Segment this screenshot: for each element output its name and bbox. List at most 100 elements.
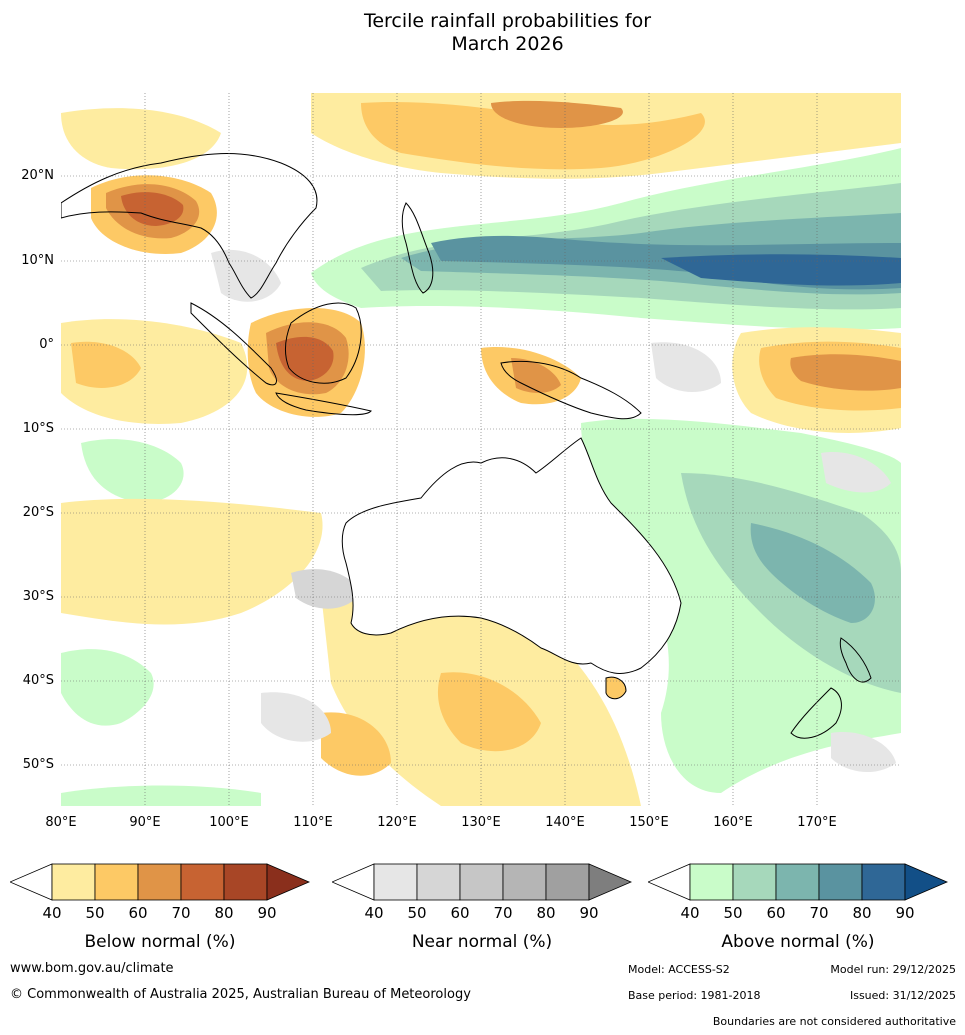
sumatra-outline bbox=[190, 302, 277, 386]
borneo-outline bbox=[284, 302, 362, 384]
chart-title: Tercile rainfall probabilities for March… bbox=[0, 10, 965, 56]
map-panel[interactable] bbox=[61, 93, 901, 806]
colorbar-swatch bbox=[861, 863, 906, 901]
java-outline bbox=[275, 392, 372, 416]
colorbar-swatch bbox=[51, 863, 96, 901]
below-southern-2 bbox=[437, 672, 541, 752]
title-line-2: March 2026 bbox=[451, 33, 564, 55]
below-indian-2 bbox=[71, 341, 141, 388]
colorbar-swatch bbox=[689, 863, 734, 901]
colorbar-above bbox=[648, 862, 948, 902]
colorbar-tick-label: 70 bbox=[171, 904, 191, 922]
lon-label: 140°E bbox=[545, 815, 585, 830]
colorbar-extend-high bbox=[588, 863, 632, 901]
rainfall-map bbox=[61, 93, 901, 806]
colorbar-swatch bbox=[545, 863, 590, 901]
lat-label: 0° bbox=[39, 337, 54, 352]
near-3 bbox=[821, 452, 891, 493]
colorbar-swatch bbox=[775, 863, 820, 901]
lat-label: 40°S bbox=[22, 673, 54, 688]
lon-label: 170°E bbox=[797, 815, 837, 830]
new-guinea-outline bbox=[500, 360, 642, 420]
footer-base-period: Base period: 1981-2018 bbox=[628, 989, 761, 1002]
lat-label: 10°N bbox=[21, 253, 54, 268]
colorbar-swatch bbox=[459, 863, 504, 901]
colorbar-tick-label: 80 bbox=[214, 904, 234, 922]
colorbar-tick-label: 70 bbox=[809, 904, 829, 922]
above-band-5 bbox=[661, 254, 901, 286]
graticule bbox=[61, 93, 901, 806]
colorbar-above-svg bbox=[648, 863, 948, 901]
lon-label: 150°E bbox=[629, 815, 669, 830]
lon-label: 80°E bbox=[45, 815, 77, 830]
colorbar-swatch bbox=[137, 863, 182, 901]
below-north-3 bbox=[491, 100, 623, 128]
colorbar-tick-label: 50 bbox=[407, 904, 427, 922]
lon-label: 160°E bbox=[713, 815, 753, 830]
colorbar-extend-high bbox=[266, 863, 310, 901]
above-south-1 bbox=[61, 785, 261, 806]
below-north-2 bbox=[361, 102, 705, 170]
colorbar-tick-label: 40 bbox=[364, 904, 384, 922]
lat-label: 30°S bbox=[22, 589, 54, 604]
colorbar-below-svg bbox=[10, 863, 310, 901]
below-indian-3 bbox=[61, 498, 323, 625]
above-indian-2 bbox=[81, 439, 184, 503]
footer-boundaries: Boundaries are not considered authoritat… bbox=[712, 1015, 956, 1028]
colorbar-below bbox=[10, 862, 310, 902]
nz-south-island bbox=[790, 687, 842, 739]
nz-north-island bbox=[839, 637, 872, 683]
colorbar-swatch bbox=[94, 863, 139, 901]
below-cpac-3 bbox=[790, 354, 901, 391]
colorbar-tick-label: 80 bbox=[536, 904, 556, 922]
colorbar-swatch bbox=[223, 863, 268, 901]
colorbar-above-label: Above normal (%) bbox=[721, 932, 875, 952]
colorbar-tick-label: 50 bbox=[85, 904, 105, 922]
colorbar-tick-label: 80 bbox=[852, 904, 872, 922]
lat-label: 50°S bbox=[22, 757, 54, 772]
lat-label: 10°S bbox=[22, 421, 54, 436]
lon-label: 120°E bbox=[377, 815, 417, 830]
lon-label: 130°E bbox=[461, 815, 501, 830]
colorbar-tick-label: 70 bbox=[493, 904, 513, 922]
colorbar-extend-low bbox=[332, 863, 375, 901]
footer-url[interactable]: www.bom.gov.au/climate bbox=[10, 961, 174, 976]
colorbar-swatch bbox=[180, 863, 225, 901]
colorbar-tick-label: 90 bbox=[579, 904, 599, 922]
colorbar-tick-label: 50 bbox=[723, 904, 743, 922]
colorbar-extend-low bbox=[10, 863, 53, 901]
near-4 bbox=[261, 692, 331, 742]
colorbar-swatch bbox=[373, 863, 418, 901]
tasmania bbox=[605, 676, 627, 700]
footer-copyright: © Commonwealth of Australia 2025, Austra… bbox=[10, 987, 471, 1002]
footer-issued: Issued: 31/12/2025 bbox=[849, 989, 956, 1002]
near-2 bbox=[651, 342, 721, 393]
below-north-west bbox=[61, 108, 221, 170]
near-6 bbox=[291, 569, 361, 609]
above-sw-pacific-3 bbox=[750, 523, 875, 623]
colorbar-below-label: Below normal (%) bbox=[84, 932, 236, 952]
lon-label: 100°E bbox=[209, 815, 249, 830]
colorbar-near-label: Near normal (%) bbox=[411, 932, 553, 952]
colorbar-tick-label: 90 bbox=[257, 904, 277, 922]
colorbar-swatch bbox=[818, 863, 863, 901]
near-5 bbox=[831, 732, 896, 773]
lat-label: 20°S bbox=[22, 505, 54, 520]
lon-label: 90°E bbox=[129, 815, 161, 830]
colorbar-extend-low bbox=[648, 863, 691, 901]
colorbar-tick-label: 90 bbox=[895, 904, 915, 922]
footer-model: Model: ACCESS-S2 bbox=[628, 963, 730, 976]
below-southern-3 bbox=[321, 712, 391, 776]
colorbar-tick-label: 60 bbox=[128, 904, 148, 922]
lon-label: 110°E bbox=[293, 815, 333, 830]
colorbar-swatch bbox=[732, 863, 777, 901]
colorbar-swatch bbox=[502, 863, 547, 901]
colorbar-extend-high bbox=[904, 863, 948, 901]
se-asia-outline bbox=[61, 153, 318, 299]
colorbar-tick-label: 40 bbox=[680, 904, 700, 922]
colorbar-near-svg bbox=[332, 863, 632, 901]
philippines-outline bbox=[401, 202, 434, 294]
colorbar-tick-label: 60 bbox=[450, 904, 470, 922]
below-bengal-3 bbox=[121, 192, 184, 226]
australia-landmass bbox=[341, 437, 682, 674]
